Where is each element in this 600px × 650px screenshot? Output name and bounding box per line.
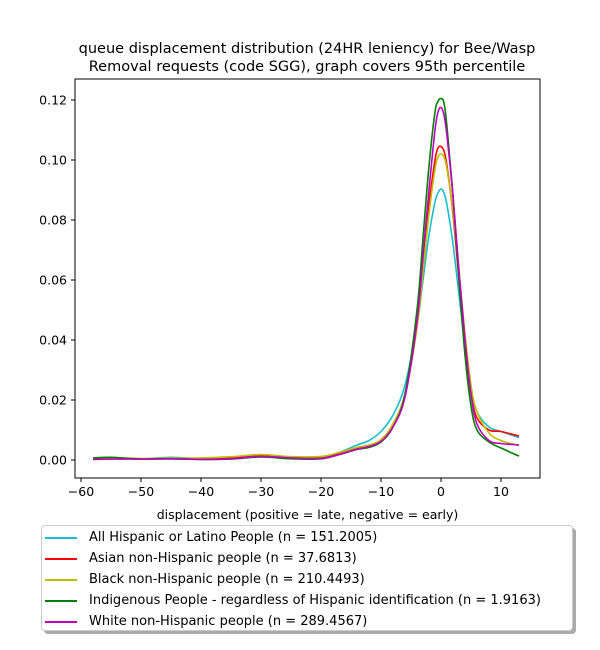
legend-item: Black non-Hispanic people (n = 210.4493) <box>42 569 365 590</box>
legend-label: Black non-Hispanic people (n = 210.4493) <box>89 572 365 587</box>
y-axis: 0.00 0.02 0.04 0.06 0.08 0.10 0.12 <box>39 93 75 468</box>
legend-item: Asian non-Hispanic people (n = 37.6813) <box>42 548 357 569</box>
x-tick-label: −20 <box>308 484 334 499</box>
y-tick-label: 0.08 <box>39 213 67 228</box>
x-tick-label: −40 <box>188 484 214 499</box>
legend-label: Asian non-Hispanic people (n = 37.6813) <box>89 551 357 566</box>
series-layer <box>92 97 520 461</box>
legend-item: Indigenous People - regardless of Hispan… <box>42 590 541 611</box>
series-line-2 <box>92 153 520 460</box>
plot-area-frame <box>74 78 541 479</box>
legend-swatch <box>45 578 77 581</box>
x-tick-label: 10 <box>493 484 509 499</box>
series-line-3 <box>92 97 520 461</box>
y-tick-label: 0.12 <box>39 93 67 108</box>
x-axis-label: displacement (positive = late, negative … <box>157 507 459 522</box>
y-tick-label: 0.02 <box>39 393 67 408</box>
x-tick-label: −30 <box>248 484 274 499</box>
chart-title-line-2: Removal requests (code SGG), graph cover… <box>89 59 526 75</box>
series-line-4 <box>92 106 520 461</box>
legend: All Hispanic or Latino People (n = 151.2… <box>41 525 573 631</box>
legend-label: White non-Hispanic people (n = 289.4567) <box>89 614 368 629</box>
legend-swatch <box>45 536 77 539</box>
legend-label: All Hispanic or Latino People (n = 151.2… <box>89 530 378 545</box>
x-tick-label: 0 <box>437 484 445 499</box>
x-tick-label: −50 <box>128 484 154 499</box>
x-tick-label: −60 <box>68 484 94 499</box>
y-tick-label: 0.06 <box>39 273 67 288</box>
legend-swatch <box>45 557 77 560</box>
legend-item: All Hispanic or Latino People (n = 151.2… <box>42 527 377 548</box>
legend-item: White non-Hispanic people (n = 289.4567) <box>42 611 367 632</box>
legend-label: Indigenous People - regardless of Hispan… <box>89 593 541 608</box>
y-tick-label: 0.04 <box>39 333 67 348</box>
x-tick-label: −10 <box>368 484 394 499</box>
chart-title-line-1: queue displacement distribution (24HR le… <box>79 41 536 57</box>
x-axis: −60 −50 −40 −30 −20 −10 0 10 <box>68 478 509 499</box>
legend-swatch <box>45 620 77 623</box>
legend-swatch <box>45 599 77 602</box>
series-line-1 <box>92 145 520 460</box>
y-tick-label: 0.10 <box>39 153 67 168</box>
y-tick-label: 0.00 <box>39 453 67 468</box>
